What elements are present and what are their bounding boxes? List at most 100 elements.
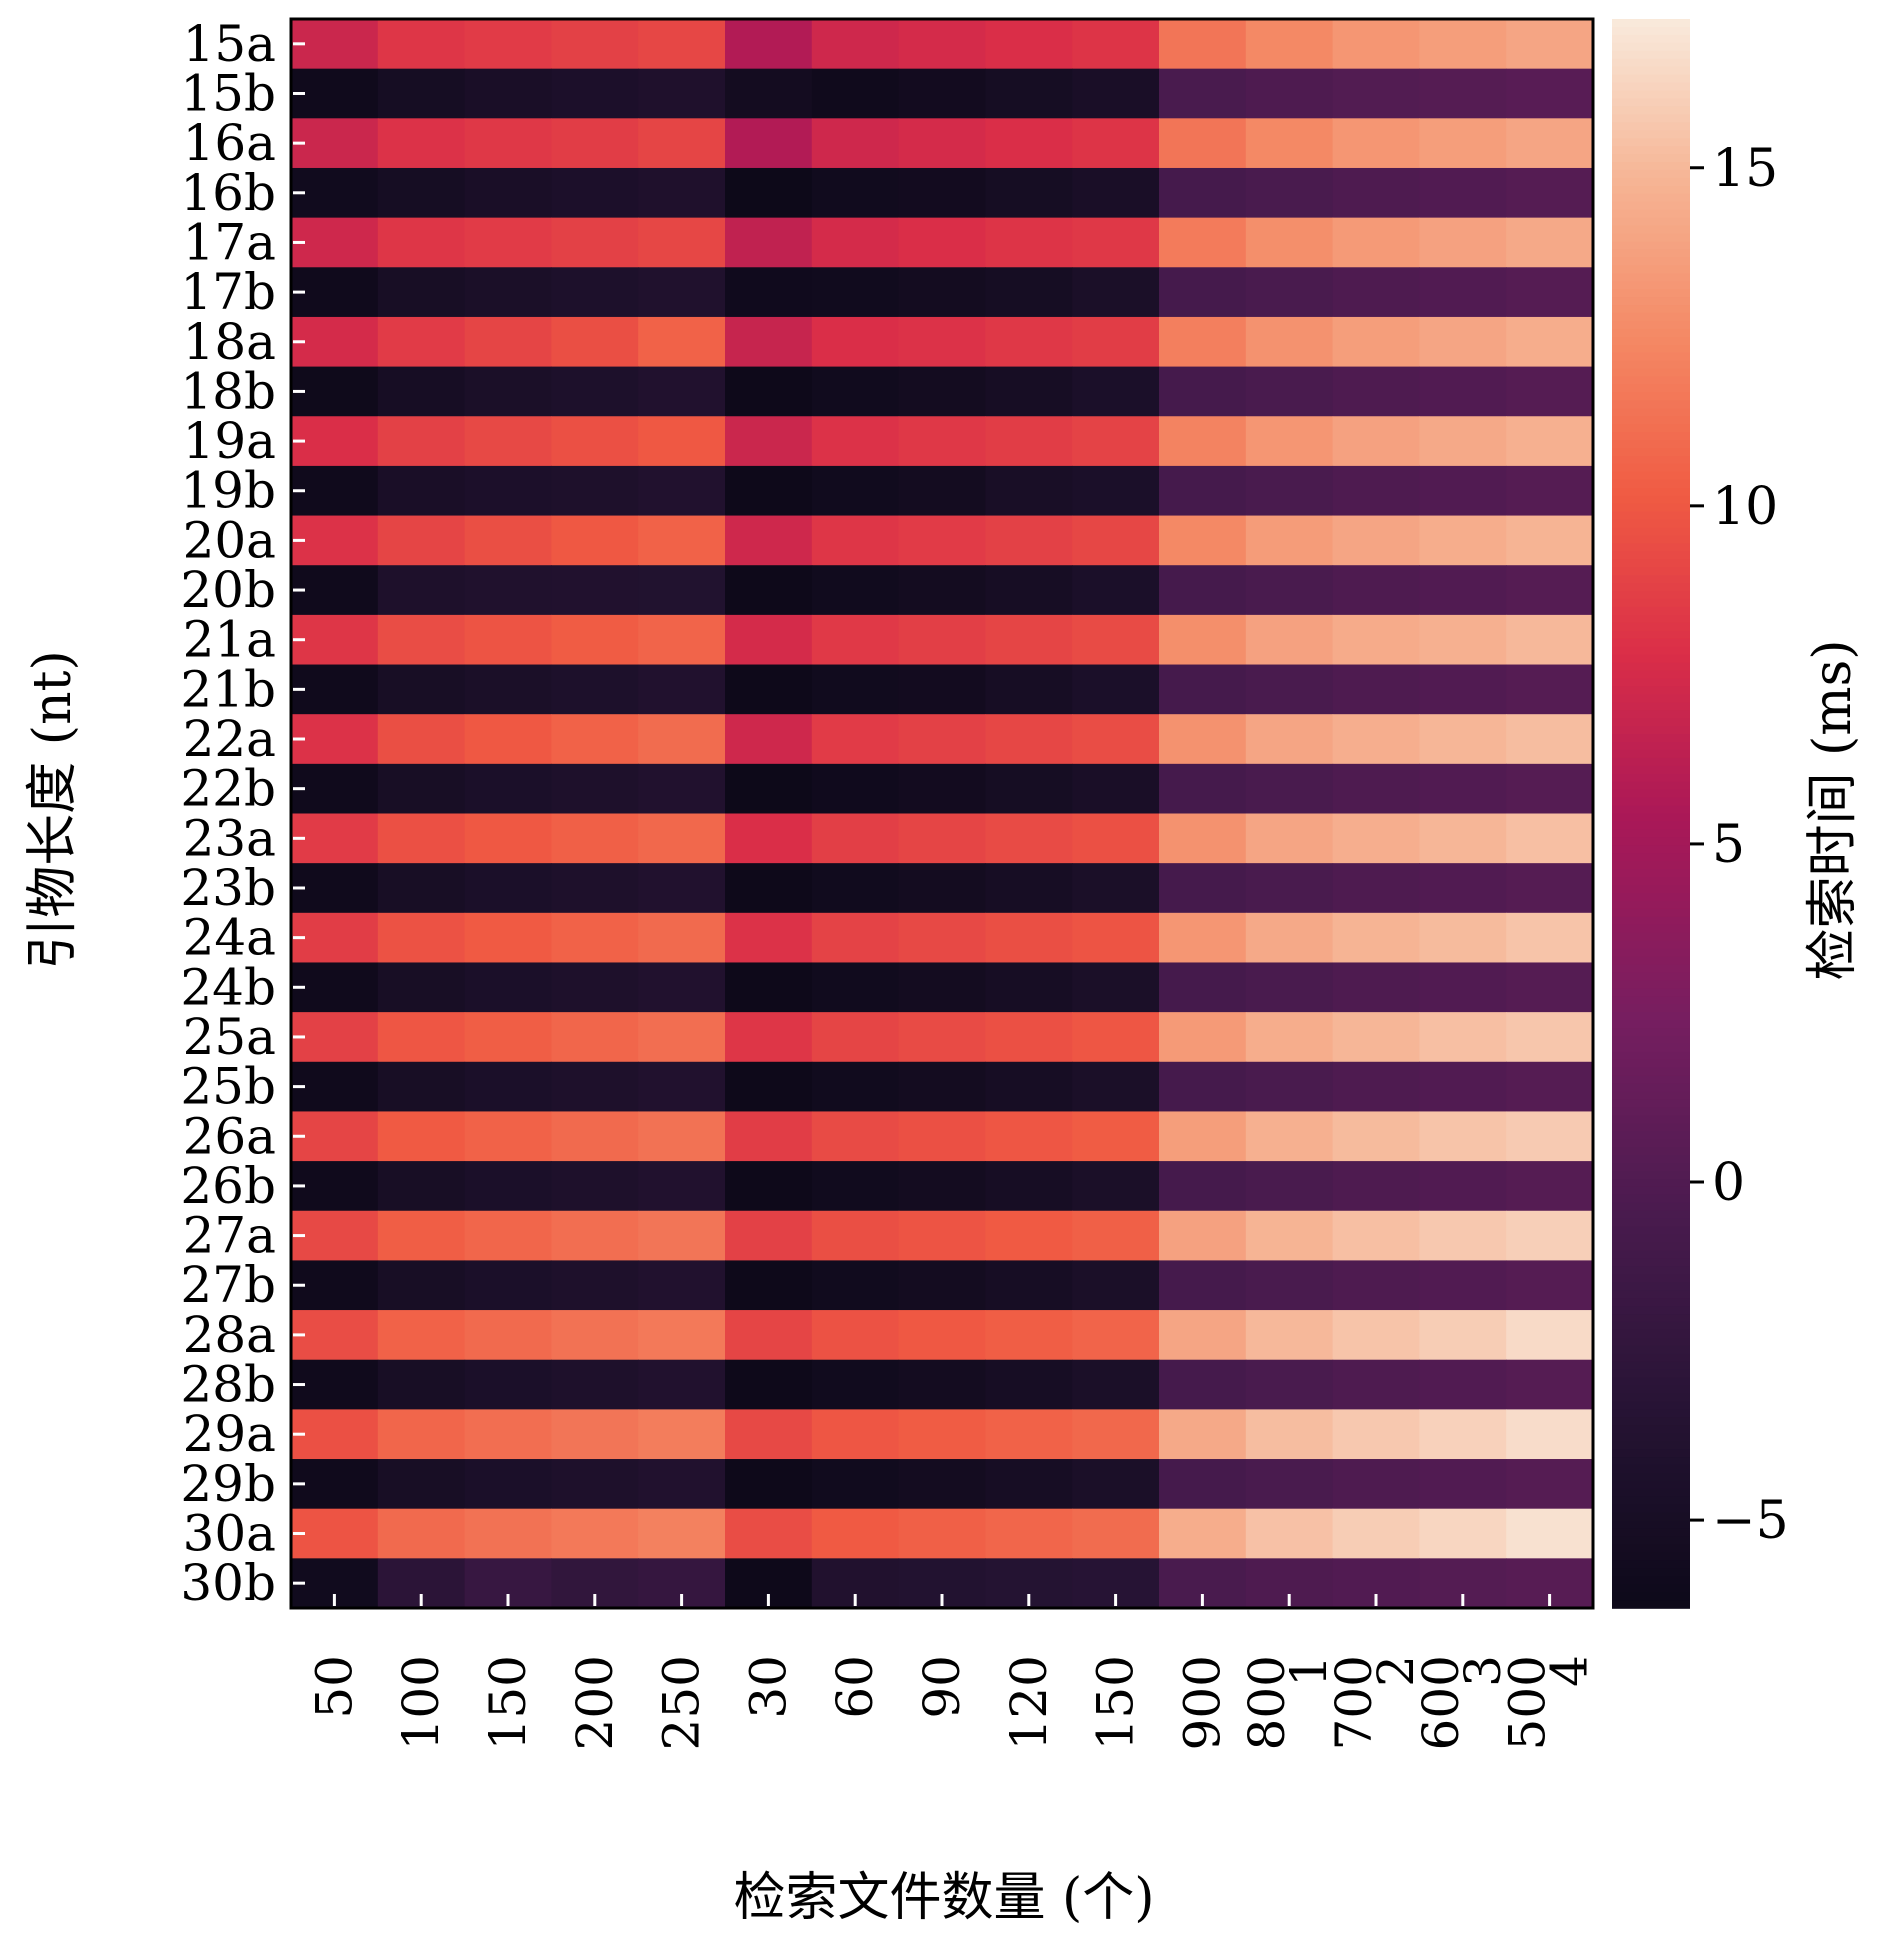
heatmap-cell (291, 1459, 379, 1510)
heatmap-cell (1419, 664, 1507, 715)
heatmap-cell (811, 664, 900, 715)
y-tick-label: 27a (183, 1207, 276, 1265)
heatmap-cell (985, 515, 1073, 566)
colorbar-segment (1612, 980, 1690, 990)
heatmap-cell (291, 1012, 379, 1063)
colorbar-segment (1612, 440, 1690, 449)
heatmap-cell (464, 1260, 552, 1311)
heatmap-cell (377, 1359, 466, 1410)
colorbar-segment (1612, 384, 1690, 394)
x-tick-label: 700 (1325, 1655, 1383, 1750)
heatmap-cell (638, 1459, 726, 1510)
heatmap-cell (1245, 763, 1334, 815)
colorbar-segment (1612, 479, 1690, 489)
heatmap-cell (291, 1111, 379, 1162)
heatmap-cell (551, 912, 639, 964)
heatmap-cell (1419, 217, 1507, 268)
heatmap-cell (811, 1459, 900, 1510)
heatmap-cell (985, 664, 1073, 715)
heatmap-cell (811, 1061, 900, 1113)
colorbar-segment (1612, 654, 1690, 664)
heatmap-cell (898, 267, 986, 318)
heatmap-cell (291, 416, 379, 467)
heatmap-cell (811, 1260, 900, 1311)
heatmap-cell (985, 912, 1073, 964)
colorbar-segment (1612, 1409, 1690, 1419)
colorbar-segment (1612, 1433, 1690, 1442)
heatmap-cell (291, 68, 379, 119)
heatmap-cell (1159, 1459, 1247, 1510)
colorbar-segment (1612, 1147, 1690, 1156)
heatmap-cell (1245, 912, 1334, 964)
heatmap-cell (725, 863, 813, 914)
colorbar (1612, 19, 1690, 1609)
heatmap-cell (1419, 912, 1507, 964)
colorbar-tick-label: 0 (1712, 1153, 1745, 1213)
colorbar-segment (1612, 448, 1690, 457)
heatmap-cell (811, 68, 900, 119)
heatmap-cell (985, 1061, 1073, 1113)
heatmap-cell (898, 118, 986, 169)
heatmap-cell (1419, 1409, 1507, 1460)
heatmap-cell (811, 1111, 900, 1162)
x-tick-label: 500 (1499, 1655, 1557, 1750)
heatmap-cell (1245, 962, 1334, 1013)
colorbar-segment (1612, 1353, 1690, 1363)
colorbar-segment (1612, 869, 1690, 878)
heatmap-cell (638, 664, 726, 715)
heatmap-cell (377, 863, 466, 914)
colorbar-segment (1612, 702, 1690, 712)
heatmap-cell (377, 565, 466, 616)
heatmap-cell (291, 912, 379, 964)
heatmap-cell (1072, 68, 1160, 119)
colorbar-segment (1612, 106, 1690, 116)
colorbar-segment (1612, 1163, 1690, 1172)
heatmap-cell (1245, 366, 1334, 417)
heatmap-cell (725, 316, 813, 368)
colorbar-segment (1612, 42, 1690, 52)
heatmap-cell (811, 515, 900, 566)
heatmap-cell (898, 366, 986, 417)
y-tick-label: 18b (180, 362, 276, 420)
heatmap-cell (811, 863, 900, 914)
heatmap-cell (1245, 1508, 1334, 1559)
heatmap-cell (811, 118, 900, 169)
heatmap-cell (377, 763, 466, 815)
heatmap-cell (725, 366, 813, 417)
colorbar-segment (1612, 932, 1690, 942)
heatmap-cell (551, 416, 639, 467)
heatmap-cell (985, 1161, 1073, 1212)
heatmap-cell (1072, 1111, 1160, 1162)
heatmap-cell (1332, 714, 1420, 765)
colorbar-segment (1612, 1139, 1690, 1148)
colorbar-segment (1612, 805, 1690, 815)
heatmap-cell (1245, 465, 1334, 517)
heatmap-cell (377, 912, 466, 964)
colorbar-ticks: 15 10 5 0 −5 (1690, 139, 1789, 1551)
colorbar-segment (1612, 718, 1690, 727)
colorbar-segment (1612, 1385, 1690, 1395)
heatmap-cell (725, 1061, 813, 1113)
heatmap-cell (1419, 515, 1507, 566)
heatmap-cell (1072, 1012, 1160, 1063)
colorbar-segment (1612, 940, 1690, 950)
heatmap-cell (377, 167, 466, 219)
heatmap-cell (725, 1111, 813, 1162)
heatmap-cell (1072, 912, 1160, 964)
heatmap-cell (811, 416, 900, 467)
heatmap-cell (1419, 1210, 1507, 1262)
colorbar-segment (1612, 352, 1690, 362)
colorbar-segment (1612, 511, 1690, 521)
colorbar-segment (1612, 1020, 1690, 1029)
colorbar-segment (1612, 1083, 1690, 1093)
heatmap-cell (551, 714, 639, 765)
colorbar-segment (1612, 1512, 1690, 1522)
heatmap-cell (377, 366, 466, 417)
colorbar-segment (1612, 797, 1690, 807)
heatmap-cell (1072, 1310, 1160, 1361)
heatmap-cell (1159, 664, 1247, 715)
heatmap-cell (985, 167, 1073, 219)
colorbar-segment (1612, 130, 1690, 139)
colorbar-segment (1612, 575, 1690, 584)
heatmap-cell (291, 118, 379, 169)
